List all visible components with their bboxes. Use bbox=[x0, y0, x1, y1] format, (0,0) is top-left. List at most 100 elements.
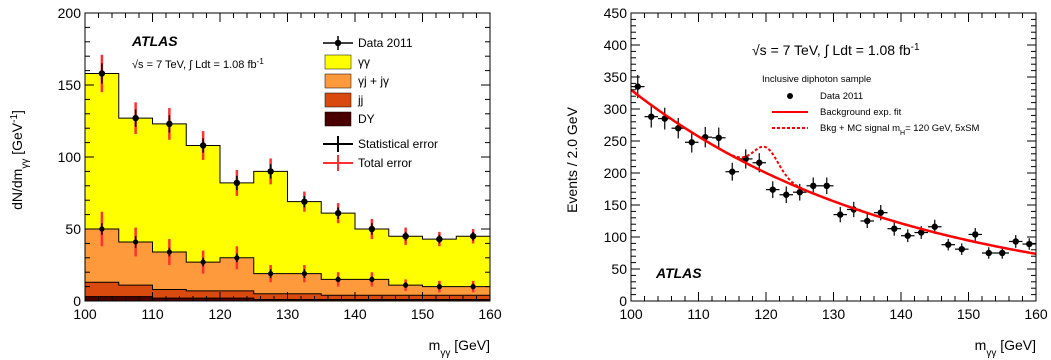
data-point bbox=[783, 191, 790, 198]
hist-bar-jj bbox=[186, 290, 221, 299]
x-tick-label: 140 bbox=[343, 306, 367, 322]
hist-bar-jj bbox=[253, 273, 288, 294]
hist-bar- bbox=[85, 73, 120, 229]
data-point bbox=[810, 182, 817, 189]
hist-bar-dy bbox=[152, 298, 187, 301]
hist-bar-jj bbox=[85, 282, 120, 297]
hist-bar-dy bbox=[388, 299, 423, 301]
right-legend-entry-fit: Background exp. fit bbox=[772, 107, 902, 118]
component-data-point bbox=[369, 276, 375, 282]
hist-bar-dy bbox=[118, 296, 153, 301]
svg-text:jj: jj bbox=[357, 93, 363, 107]
data-point bbox=[402, 233, 409, 240]
right-energy-label: √s = 7 TeV, ∫ Ldt = 1.08 fb-1 bbox=[752, 42, 920, 59]
data-point bbox=[864, 217, 871, 225]
hist-outline bbox=[85, 228, 490, 288]
hist-bar-dy bbox=[253, 299, 288, 301]
hist-bar- bbox=[186, 145, 221, 263]
component-data-point bbox=[268, 271, 274, 277]
left-y-tick-labels: 0 50 100 150 200 bbox=[58, 5, 82, 309]
svg-text:Bkg + MC signal mH= 120 GeV, 5: Bkg + MC signal mH= 120 GeV, 5xSM bbox=[820, 123, 980, 137]
component-data-point bbox=[335, 276, 341, 282]
y-tick-label: 250 bbox=[604, 133, 628, 149]
hist-bar-dy bbox=[422, 299, 457, 301]
data-point bbox=[436, 235, 443, 243]
right-y-axis-label: Events / 2.0 GeV bbox=[564, 106, 580, 212]
component-data-point bbox=[200, 259, 206, 265]
legend-entry-dy: DY bbox=[324, 111, 375, 127]
component-data-point bbox=[301, 271, 307, 277]
x-tick-label: 150 bbox=[411, 306, 435, 322]
hist-bar- bbox=[321, 213, 356, 280]
left-atlas-label: ATLAS bbox=[131, 33, 178, 49]
background-fit-curve bbox=[630, 88, 1037, 256]
right-ticks bbox=[630, 12, 1037, 302]
legend-entry-jj: jj bbox=[324, 92, 363, 108]
left-energy-label: √s = 7 TeV, ∫ Ldt = 1.08 fb-1 bbox=[132, 57, 264, 72]
x-tick-label: 130 bbox=[276, 306, 300, 322]
data-point bbox=[688, 139, 695, 146]
hist-bar- bbox=[422, 239, 457, 287]
component-data-point bbox=[234, 255, 240, 261]
hist-bar-dy bbox=[355, 299, 390, 301]
x-tick-label: 130 bbox=[822, 306, 846, 322]
data-point bbox=[891, 225, 898, 232]
hist-bar-jj bbox=[253, 293, 288, 300]
data-point bbox=[1012, 238, 1019, 245]
y-tick-label: 150 bbox=[58, 77, 82, 93]
y-tick-label: 300 bbox=[604, 101, 628, 117]
data-point bbox=[972, 231, 979, 238]
x-tick-label: 100 bbox=[619, 306, 643, 322]
data-point bbox=[756, 159, 763, 166]
data-point bbox=[233, 179, 241, 187]
component-data-point bbox=[166, 249, 172, 255]
signal-plus-background-curve bbox=[731, 145, 806, 191]
hist-bar-jj bbox=[355, 279, 390, 296]
data-point bbox=[715, 134, 722, 141]
data-point bbox=[931, 223, 938, 230]
legend-entry-data: Data 2011 bbox=[323, 36, 413, 50]
hist-outline bbox=[85, 281, 490, 296]
hist-bar-dy bbox=[220, 298, 255, 301]
data-point bbox=[958, 245, 965, 253]
y-tick-label: 400 bbox=[604, 37, 628, 53]
data-point bbox=[904, 232, 911, 239]
svg-text:Background exp. fit: Background exp. fit bbox=[820, 107, 902, 118]
right-atlas-label: ATLAS bbox=[655, 265, 702, 281]
x-tick-label: 100 bbox=[73, 306, 97, 322]
data-point bbox=[823, 182, 830, 189]
hist-bar-jj bbox=[321, 295, 356, 300]
hist-bar-jj bbox=[422, 295, 457, 300]
hist-bar-jj bbox=[220, 290, 255, 299]
data-point bbox=[334, 209, 342, 217]
legend-data-marker bbox=[334, 39, 342, 47]
hist-bar- bbox=[456, 236, 491, 287]
data-point bbox=[837, 211, 844, 218]
right-panel: 100 110 120 130 140 150 160 0 50 100 150 200 250 300… bbox=[564, 5, 1048, 359]
y-tick-label: 100 bbox=[604, 229, 628, 245]
data-point bbox=[98, 70, 106, 77]
data-point bbox=[1026, 240, 1033, 248]
component-data-point bbox=[436, 284, 442, 290]
right-y-tick-labels: 0 50 100 150 200 250 300 350 400 450 bbox=[604, 5, 628, 309]
left-x-axis-label: mγγ [GeV] bbox=[429, 337, 490, 359]
left-x-tick-labels: 100 110 120 130 140 150 160 bbox=[73, 306, 502, 322]
x-tick-label: 110 bbox=[687, 306, 710, 322]
svg-text:Statistical error: Statistical error bbox=[358, 137, 438, 151]
data-point bbox=[469, 233, 477, 240]
hist-bar-jj bbox=[355, 295, 390, 300]
component-data-point bbox=[470, 284, 476, 290]
hist-bar-jj bbox=[388, 295, 423, 300]
data-point bbox=[199, 142, 207, 149]
svg-text:γj + jγ: γj + jγ bbox=[358, 74, 389, 88]
svg-text:Total error: Total error bbox=[358, 156, 412, 170]
y-tick-label: 50 bbox=[611, 261, 627, 277]
data-point bbox=[729, 168, 736, 175]
svg-text:γγ: γγ bbox=[358, 55, 370, 69]
svg-text:Data 2011: Data 2011 bbox=[358, 36, 413, 50]
hist-bar-jj bbox=[456, 295, 491, 300]
x-tick-label: 120 bbox=[754, 306, 778, 322]
svg-text:Data 2011: Data 2011 bbox=[820, 91, 863, 102]
legend-entry-gammajet: γj + jγ bbox=[324, 73, 389, 89]
